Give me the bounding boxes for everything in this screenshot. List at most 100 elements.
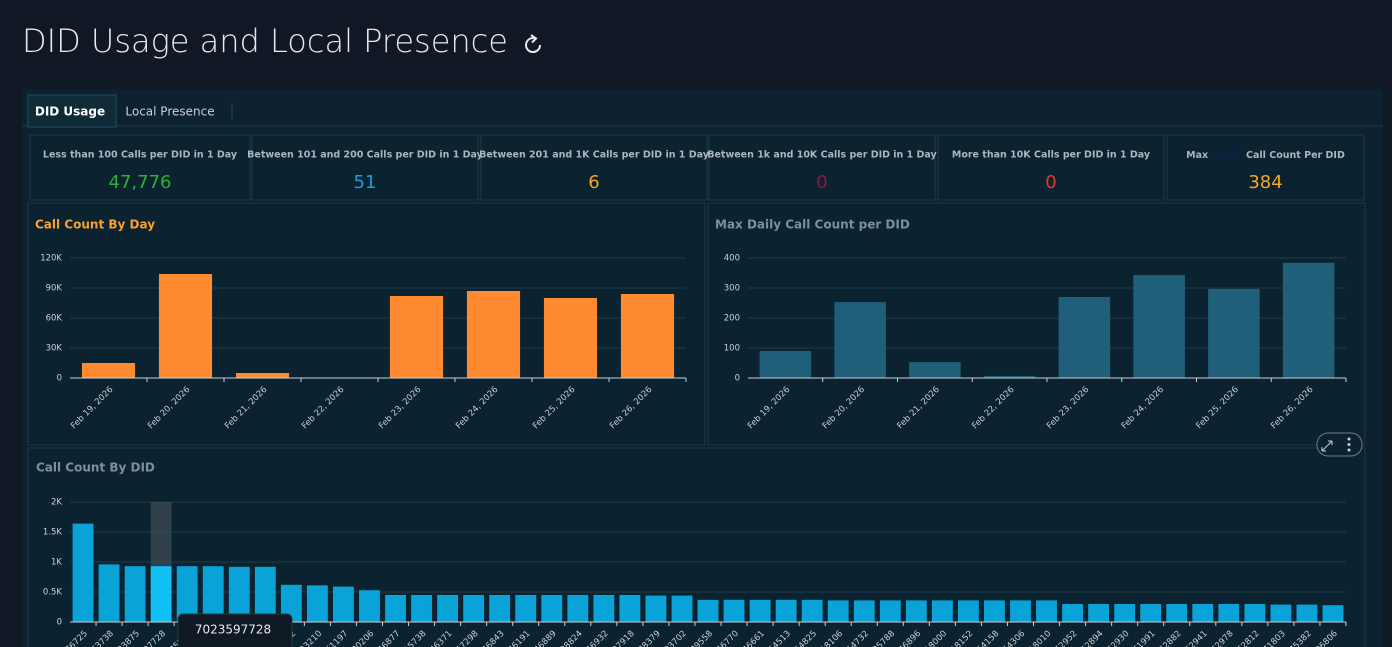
- bar: [1282, 262, 1335, 378]
- kpi-label: Less than 100 Calls per DID in 1 Day: [43, 150, 238, 161]
- bar: [385, 595, 406, 622]
- y-tick-label: 1K: [51, 558, 62, 568]
- bar: [1088, 604, 1110, 622]
- page-title: DID Usage and Local Presence: [22, 22, 508, 60]
- kpi-value: 0: [816, 172, 827, 193]
- kpi-label-part: DAILY: [1212, 150, 1242, 161]
- bar: [759, 351, 812, 378]
- y-tick-label: 400: [724, 254, 740, 264]
- kpi-card: [480, 134, 708, 201]
- bar: [124, 566, 146, 622]
- kpi-label: Max DAILY Call Count Per DID: [1186, 150, 1345, 161]
- bar: [983, 375, 1036, 378]
- bar: [801, 599, 823, 622]
- bar: [1036, 600, 1057, 622]
- bar: [389, 296, 444, 378]
- tab[interactable]: DID Usage: [35, 105, 105, 119]
- bar: [176, 566, 198, 622]
- bar: [1192, 604, 1214, 622]
- y-tick-label: 100: [724, 344, 740, 354]
- chart-title: Call Count By DID: [36, 461, 155, 475]
- y-tick-label: 2K: [51, 498, 62, 508]
- bar: [202, 566, 224, 622]
- bar: [150, 566, 172, 622]
- tab[interactable]: Local Presence: [125, 105, 214, 119]
- bar: [1244, 604, 1266, 622]
- y-tick-label: 0: [57, 374, 62, 384]
- bar: [228, 566, 250, 622]
- kpi-card: [1166, 134, 1365, 201]
- chart-title: Max Daily Call Count per DID: [715, 218, 910, 232]
- bar: [1010, 600, 1031, 622]
- bar: [543, 298, 598, 378]
- y-tick-label: 60K: [46, 314, 63, 324]
- bar: [359, 590, 380, 622]
- bar: [1140, 604, 1162, 622]
- bar: [1133, 275, 1185, 378]
- bar: [905, 600, 927, 622]
- kpi-label-part: Call Count Per DID: [1246, 150, 1345, 161]
- bar: [853, 600, 875, 622]
- kpi-value: 384: [1248, 172, 1282, 193]
- chart-card: [27, 202, 706, 446]
- kpi-card: [251, 134, 479, 201]
- tab-active[interactable]: [27, 94, 117, 128]
- tooltip: [177, 613, 293, 647]
- bar: [749, 599, 771, 622]
- kpi-label: More than 10K Calls per DID in 1 Day: [952, 150, 1151, 161]
- y-tick-label: 90K: [46, 284, 63, 294]
- kpi-label-part: Max: [1186, 150, 1208, 161]
- bar: [593, 595, 615, 622]
- bar: [98, 564, 120, 622]
- bar: [541, 595, 563, 622]
- bar: [1062, 604, 1083, 622]
- bar: [489, 595, 511, 622]
- bar: [333, 586, 354, 622]
- bar: [235, 373, 290, 378]
- bar: [411, 595, 432, 622]
- bar: [879, 600, 901, 622]
- bar: [1270, 604, 1292, 622]
- bar: [437, 595, 459, 622]
- bar: [81, 363, 136, 378]
- bar: [984, 600, 1005, 622]
- y-tick-label: 0.5K: [43, 588, 63, 598]
- y-tick-label: 1.5K: [43, 528, 63, 538]
- bar: [515, 595, 537, 622]
- bar: [280, 584, 302, 622]
- bar: [567, 595, 589, 622]
- bar: [72, 523, 94, 622]
- kpi-label: Between 1k and 10K Calls per DID in 1 Da…: [707, 150, 937, 161]
- bar: [697, 599, 719, 622]
- bar: [645, 595, 667, 622]
- bar: [957, 600, 979, 622]
- bar: [158, 274, 213, 378]
- refresh-icon[interactable]: [525, 34, 542, 54]
- kpi-value: 47,776: [109, 172, 172, 193]
- bar: [463, 595, 485, 622]
- bar: [1058, 297, 1111, 378]
- chart-menu[interactable]: [1316, 432, 1363, 457]
- chart-title: Call Count By Day: [35, 218, 155, 232]
- bar: [834, 302, 886, 378]
- y-tick-label: 300: [724, 284, 740, 294]
- tooltip-title: 7023597728: [195, 623, 271, 637]
- bar: [1296, 604, 1318, 622]
- bar: [1114, 604, 1136, 622]
- bar: [1166, 604, 1188, 622]
- kpi-label: Between 101 and 200 Calls per DID in 1 D…: [247, 150, 483, 161]
- bar: [619, 595, 641, 622]
- kpi-value: 0: [1045, 172, 1056, 193]
- y-tick-label: 120K: [40, 254, 62, 264]
- y-tick-label: 0: [735, 374, 740, 384]
- bar: [931, 600, 953, 622]
- kpi-value: 6: [588, 172, 599, 193]
- kpi-value: 51: [354, 172, 377, 193]
- y-tick-label: 30K: [46, 344, 63, 354]
- y-tick-label: 0: [57, 618, 62, 628]
- bar: [909, 362, 961, 378]
- bar: [1208, 288, 1260, 378]
- kpi-label: Between 201 and 1K Calls per DID in 1 Da…: [479, 150, 710, 161]
